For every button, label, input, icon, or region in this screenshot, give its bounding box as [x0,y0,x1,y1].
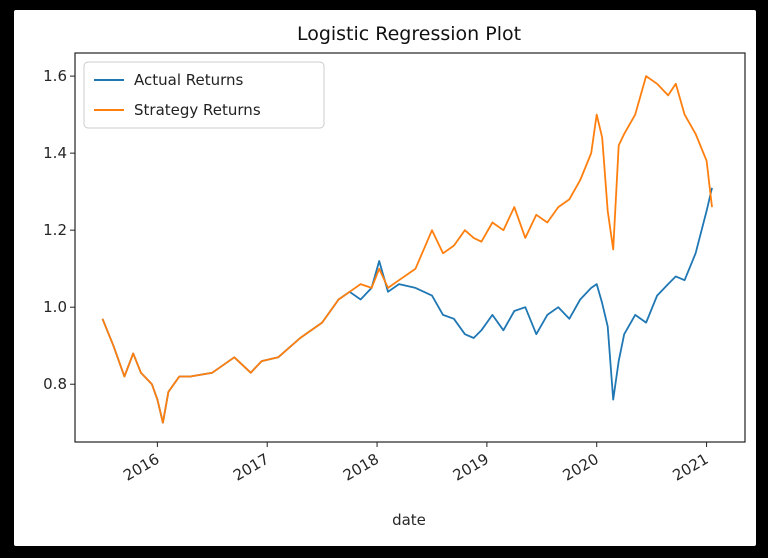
x-tick-label: 2016 [120,450,162,485]
x-axis: 2016 2017 2018 2019 2020 2021 [120,442,712,485]
x-tick-label: 2020 [560,450,602,485]
series-line-1 [101,75,713,424]
legend-label: Actual Returns [134,71,244,89]
y-axis: 0.8 1.0 1.2 1.4 1.6 [43,67,75,393]
y-tick-label: 1.2 [43,221,67,239]
y-tick-label: 0.8 [43,375,67,393]
y-tick-label: 1.4 [43,144,67,162]
legend: Actual Returns Strategy Returns [83,61,325,129]
x-tick-label: 2017 [230,450,272,485]
figure-canvas: Logistic Regression Plot 2016 2017 2018 201… [14,10,756,546]
x-tick-label: 2018 [340,450,382,485]
x-tick-label: 2021 [669,450,711,485]
line-chart: Logistic Regression Plot 2016 2017 2018 201… [43,23,746,529]
y-tick-label: 1.6 [43,67,67,85]
x-tick-label: 2019 [450,450,492,485]
legend-label: Strategy Returns [134,101,261,119]
legend-box [83,61,325,129]
y-tick-label: 1.0 [43,298,67,316]
chart-title: Logistic Regression Plot [297,23,521,45]
x-axis-label: date [392,511,426,529]
